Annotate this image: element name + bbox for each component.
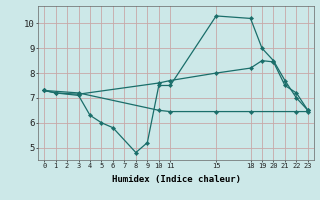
X-axis label: Humidex (Indice chaleur): Humidex (Indice chaleur) [111,175,241,184]
